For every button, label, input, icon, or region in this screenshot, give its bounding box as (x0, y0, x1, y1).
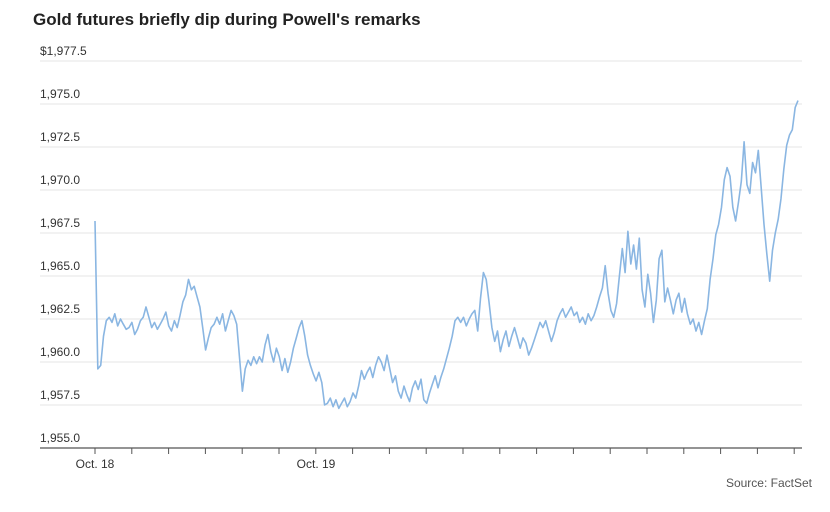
y-tick-label: 1,960.0 (40, 345, 80, 359)
x-axis (94, 448, 795, 454)
y-tick-label: 1,962.5 (40, 302, 80, 316)
x-tick-label: Oct. 18 (76, 457, 115, 471)
x-tick-label: Oct. 19 (297, 457, 336, 471)
y-tick-label: 1,965.0 (40, 259, 80, 273)
source-note: Source: FactSet (725, 476, 812, 490)
y-tick-label: 1,972.5 (40, 130, 80, 144)
y-axis-tick-labels: $1,977.5 1,975.0 1,972.5 1,970.0 1,967.5 1,96… (40, 44, 87, 445)
y-tick-label: $1,977.5 (40, 44, 87, 58)
series-line (94, 100, 799, 410)
y-tick-label: 1,970.0 (40, 173, 80, 187)
y-tick-label: 1,957.5 (40, 388, 80, 402)
x-axis-tick-labels: Oct. 18 Oct. 19 (76, 457, 336, 471)
y-tick-label: 1,967.5 (40, 216, 80, 230)
y-tick-label: 1,975.0 (40, 87, 80, 101)
y-tick-label: 1,955.0 (40, 431, 80, 445)
chart-title: Gold futures briefly dip during Powell's… (33, 10, 421, 29)
gridlines (40, 60, 802, 449)
